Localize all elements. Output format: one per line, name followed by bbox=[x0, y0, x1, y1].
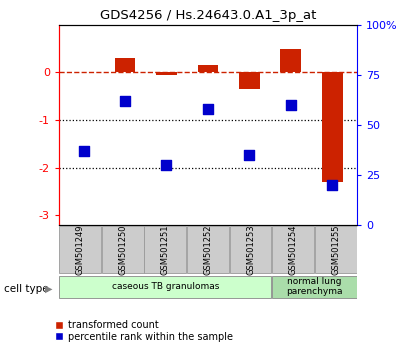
Text: caseous TB granulomas: caseous TB granulomas bbox=[112, 282, 219, 291]
Text: GSM501251: GSM501251 bbox=[161, 224, 170, 275]
Bar bbox=[272, 226, 314, 273]
Bar bbox=[115, 58, 135, 73]
Text: GSM501255: GSM501255 bbox=[331, 224, 340, 275]
Point bbox=[163, 162, 170, 168]
Bar bbox=[144, 226, 186, 273]
Text: GSM501254: GSM501254 bbox=[289, 224, 298, 275]
Text: GSM501249: GSM501249 bbox=[76, 224, 84, 275]
Point bbox=[205, 106, 211, 112]
Bar bbox=[322, 73, 342, 182]
Text: cell type: cell type bbox=[4, 284, 49, 293]
Bar bbox=[281, 48, 301, 73]
Text: ▶: ▶ bbox=[45, 284, 52, 293]
Text: GSM501253: GSM501253 bbox=[246, 224, 255, 275]
Bar bbox=[197, 65, 218, 73]
Bar bbox=[156, 73, 177, 75]
Bar bbox=[272, 275, 357, 298]
Bar bbox=[187, 226, 229, 273]
Point bbox=[122, 98, 129, 104]
Title: GDS4256 / Hs.24643.0.A1_3p_at: GDS4256 / Hs.24643.0.A1_3p_at bbox=[100, 9, 316, 22]
Point bbox=[246, 152, 253, 158]
Point bbox=[329, 182, 336, 188]
Point bbox=[287, 102, 294, 108]
Text: GSM501252: GSM501252 bbox=[203, 224, 213, 275]
Bar bbox=[102, 226, 144, 273]
Bar bbox=[239, 73, 260, 89]
Bar bbox=[230, 226, 271, 273]
Legend: transformed count, percentile rank within the sample: transformed count, percentile rank withi… bbox=[55, 320, 233, 342]
Text: GSM501250: GSM501250 bbox=[118, 224, 127, 275]
Point bbox=[80, 148, 87, 154]
Bar bbox=[59, 275, 271, 298]
Bar bbox=[59, 226, 101, 273]
Text: normal lung
parenchyma: normal lung parenchyma bbox=[286, 277, 343, 296]
Bar bbox=[315, 226, 357, 273]
